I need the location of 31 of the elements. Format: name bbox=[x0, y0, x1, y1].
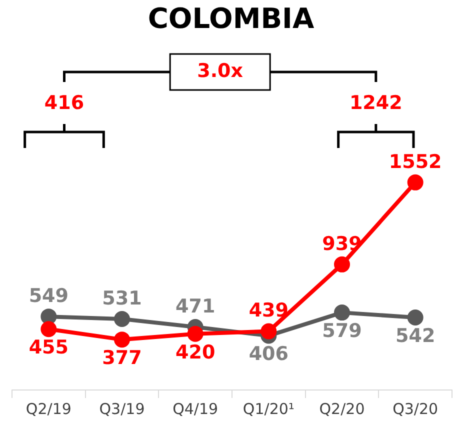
data-label: 1552 bbox=[388, 150, 442, 173]
data-label: 531 bbox=[102, 287, 142, 310]
point bbox=[114, 332, 130, 348]
point bbox=[334, 304, 350, 321]
data-label: 579 bbox=[322, 320, 362, 342]
point bbox=[40, 308, 57, 325]
point bbox=[407, 310, 424, 326]
text: 416 bbox=[44, 92, 84, 114]
data-label: 549 bbox=[28, 285, 69, 308]
point bbox=[334, 256, 350, 272]
text: 1242 bbox=[349, 92, 402, 114]
point bbox=[114, 310, 130, 327]
data-label: 406 bbox=[248, 343, 289, 366]
x-tick-label: Q3/19 bbox=[99, 400, 145, 418]
x-tick-label: Q2/20 bbox=[319, 400, 365, 418]
data-label: 455 bbox=[28, 336, 69, 359]
data-label: 439 bbox=[248, 300, 289, 322]
x-tick-label: Q1/20¹ bbox=[242, 400, 294, 418]
text: 3.0x bbox=[197, 60, 244, 82]
point bbox=[187, 326, 204, 342]
chart-title: COLOMBIA bbox=[146, 2, 316, 35]
point bbox=[260, 323, 277, 340]
data-label: 420 bbox=[175, 341, 216, 364]
data-label: 377 bbox=[102, 347, 142, 370]
data-label: 542 bbox=[395, 324, 436, 347]
x-tick-label: Q2/19 bbox=[26, 400, 72, 418]
point bbox=[40, 321, 57, 338]
x-tick-label: Q4/19 bbox=[172, 400, 218, 418]
data-label: 471 bbox=[175, 295, 216, 318]
x-tick-label: Q3/20 bbox=[392, 400, 438, 418]
point bbox=[407, 174, 424, 190]
